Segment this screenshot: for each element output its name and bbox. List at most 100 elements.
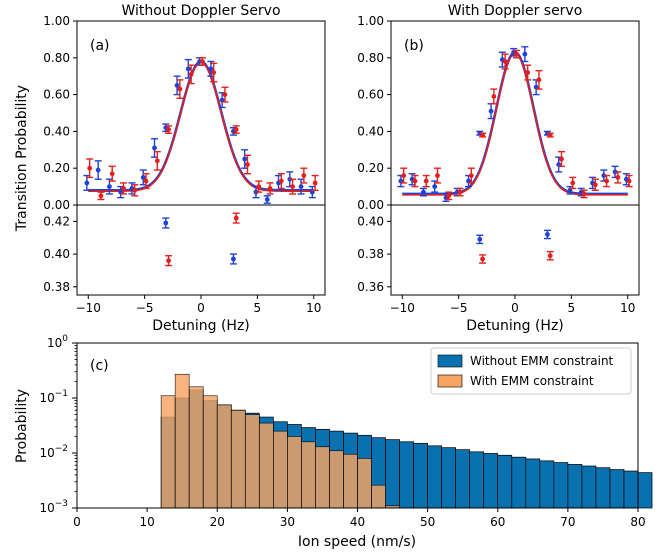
data-point-red-19	[614, 171, 622, 184]
hist-bar	[230, 409, 246, 509]
y-tick-label: 0.80	[357, 51, 384, 65]
panel-a-lower-plot-area	[162, 212, 240, 267]
data-point-blue-0	[162, 217, 170, 229]
data-point-blue-6	[151, 138, 159, 158]
hist-bar	[399, 441, 414, 509]
marker	[545, 232, 550, 237]
marker	[267, 186, 273, 191]
fit-curve-blue	[402, 50, 628, 196]
marker	[121, 186, 126, 191]
data-point-red-18	[603, 174, 611, 188]
panel-a-plot-area	[83, 57, 319, 204]
x-tick-label: 50	[420, 515, 435, 529]
x-tick-label: −10	[390, 301, 415, 315]
data-point-blue-5	[139, 169, 147, 186]
data-point-red-16	[266, 182, 274, 195]
hist-bar	[174, 373, 190, 509]
hist-bar	[441, 447, 457, 509]
marker	[480, 132, 485, 138]
y-tick-label: 10−2	[39, 444, 68, 460]
y-tick-label: 100	[47, 334, 68, 350]
panel-a-x-axis-label: Detuning (Hz)	[152, 318, 250, 334]
data-point-red-10	[198, 57, 206, 66]
marker	[188, 71, 194, 77]
panel-c-x-ticks: 0 10 20 30 40 50 60 70 80	[73, 508, 646, 529]
marker	[468, 173, 474, 178]
hist-bar	[567, 464, 583, 509]
marker	[477, 236, 483, 242]
hist-bar	[202, 395, 218, 509]
data-point-blue-1	[229, 253, 237, 265]
panel-a-lower: 0.38 0.40 0.42 −10 −5 0 5 10 Detuning (Hz)	[43, 204, 326, 334]
marker	[143, 178, 149, 184]
marker	[401, 173, 407, 178]
data-point-red-7	[479, 132, 487, 138]
hist-bar	[497, 454, 513, 509]
hist-bar	[343, 453, 358, 509]
data-point-red-0	[479, 254, 487, 264]
marker	[174, 83, 180, 88]
data-point-red-2	[422, 174, 430, 188]
data-point-red-4	[445, 191, 453, 201]
y-tick-label: 0.60	[43, 88, 70, 102]
hist-bar	[371, 484, 386, 509]
hist-bar	[609, 469, 625, 509]
marker	[245, 162, 250, 167]
marker	[421, 189, 426, 195]
legend-label-without-emm: Without EMM constraint	[470, 354, 614, 368]
hist-bar	[637, 472, 653, 509]
marker	[154, 158, 160, 164]
panel-b-lower-y-ticks: 0.36 0.38 0.40	[357, 214, 391, 294]
hist-bar	[301, 441, 316, 509]
marker	[312, 180, 318, 186]
y-tick-label: 0.38	[357, 247, 384, 261]
data-point-red-13	[546, 132, 554, 138]
data-point-red-16	[580, 189, 588, 199]
data-point-red-20	[311, 174, 319, 191]
data-point-red-6	[153, 150, 161, 171]
marker	[163, 220, 169, 226]
hist-series-with-emm	[160, 373, 400, 509]
x-tick-label: 5	[254, 301, 262, 315]
data-point-red-15	[569, 176, 577, 190]
panel-c-plot-area	[160, 373, 653, 509]
y-tick-label: 0.40	[43, 124, 70, 138]
data-point-red-14	[557, 150, 565, 168]
marker	[185, 66, 191, 72]
hist-bar	[273, 430, 288, 509]
y-tick-label: 0.40	[43, 247, 70, 261]
marker	[626, 178, 632, 184]
marker	[107, 184, 112, 190]
data-point-red-1	[546, 250, 554, 261]
marker	[166, 127, 171, 132]
marker	[514, 51, 519, 57]
marker	[581, 191, 587, 197]
data-point-blue-1	[94, 160, 102, 180]
hist-bar	[595, 467, 611, 509]
legend-swatch-without-emm	[437, 354, 463, 368]
panel-b-plot-area	[397, 46, 633, 203]
marker	[522, 51, 528, 57]
hist-bar	[385, 439, 400, 509]
fit-curve-blue	[88, 60, 314, 192]
data-point-red-1	[232, 212, 240, 224]
data-point-red-12	[535, 69, 543, 90]
marker	[231, 256, 236, 262]
data-point-red-13	[232, 125, 240, 134]
marker	[615, 175, 621, 180]
marker	[592, 182, 598, 188]
marker	[166, 258, 171, 264]
hist-bar	[525, 458, 541, 509]
marker	[432, 184, 438, 190]
panel-a-y-ticks: 0.00 0.20 0.40 0.60 0.80 1.00	[43, 14, 77, 212]
data-point-red-2	[108, 165, 116, 182]
x-tick-label: 0	[511, 301, 519, 315]
hist-bar	[553, 462, 569, 509]
marker	[233, 127, 239, 132]
data-point-red-0	[165, 255, 173, 267]
marker	[211, 70, 217, 75]
marker	[446, 193, 452, 199]
data-point-red-3	[433, 167, 441, 184]
data-point-red-17	[591, 178, 599, 191]
x-tick-label: 60	[490, 515, 505, 529]
